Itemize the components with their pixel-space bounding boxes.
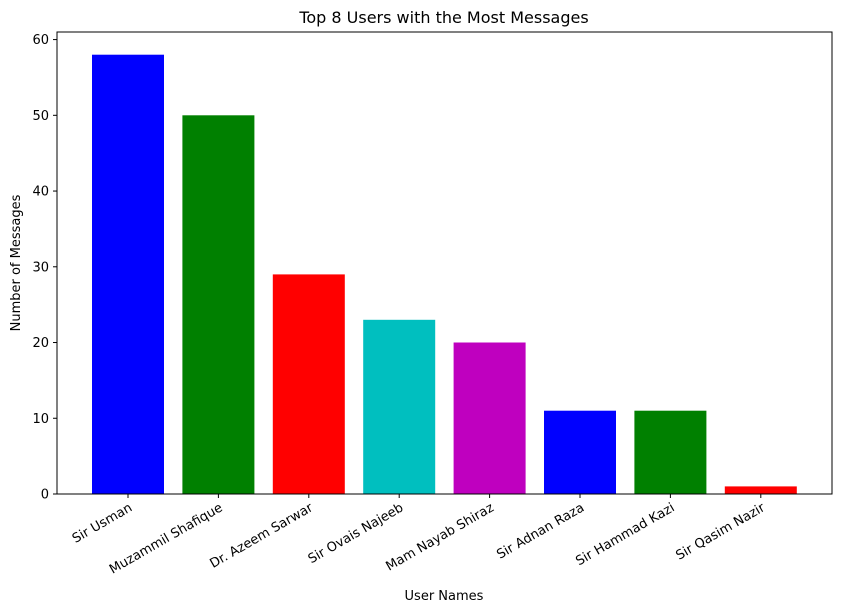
chart-title: Top 8 Users with the Most Messages [298,8,588,27]
x-tick-label: Sir Qasim Nazir [674,500,769,563]
y-tick-label: 50 [32,109,49,124]
y-tick-label: 40 [32,185,49,200]
y-tick-label: 0 [41,488,49,503]
bars-group [92,54,797,495]
y-tick-label: 30 [32,260,49,275]
bar-6 [634,410,707,494]
y-tick-label: 60 [32,33,49,48]
bar-2 [272,274,345,494]
y-tick-label: 10 [32,412,49,427]
bar-5 [544,410,616,494]
x-tick-label: Sir Usman [70,500,135,546]
y-axis-ticks: 0 10 20 30 40 50 60 [32,33,57,503]
bar-4 [453,342,526,494]
x-axis-label: User Names [405,589,484,604]
y-axis-label: Number of Messages [9,194,24,331]
y-tick-label: 20 [32,336,49,351]
x-tick-label: Sir Adnan Raza [494,500,587,562]
bar-1 [182,115,255,495]
bar-3 [363,319,436,494]
bar-7 [724,486,797,494]
bar-0 [92,54,164,494]
plot-frame [56,31,833,495]
x-tick-label: Sir Hammad Kazi [573,500,677,569]
